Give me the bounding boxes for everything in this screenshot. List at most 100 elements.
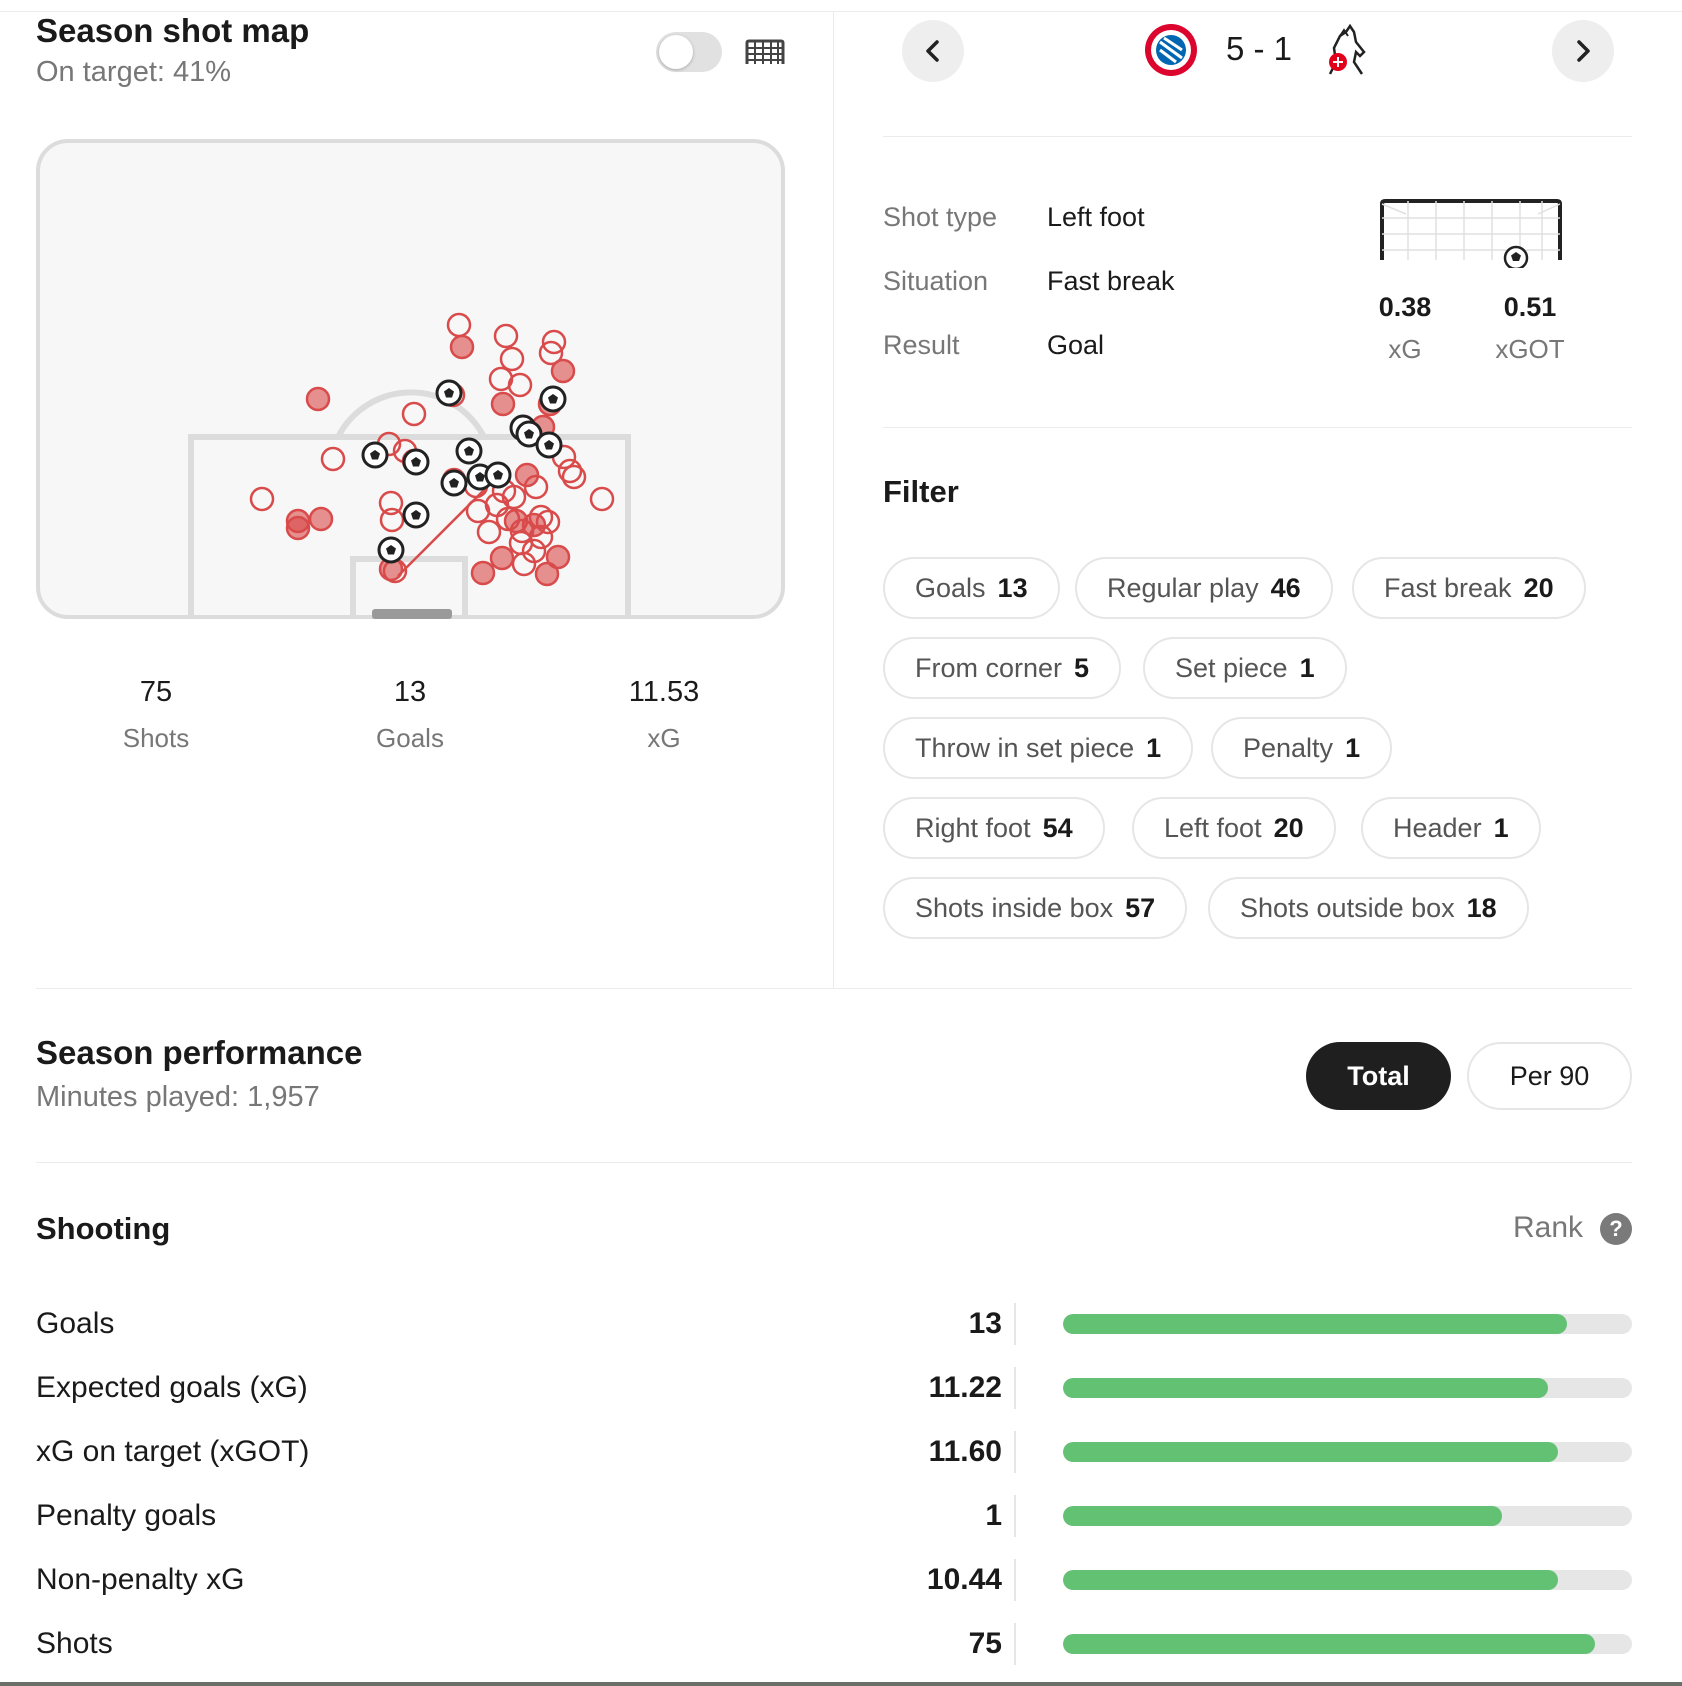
stat-separator: [1014, 1367, 1016, 1409]
shot-marker[interactable]: [501, 484, 527, 510]
filter-chip-left-foot[interactable]: Left foot 20: [1132, 797, 1336, 859]
shot-marker[interactable]: [320, 446, 346, 472]
stat-shots-value: 75: [139, 676, 173, 708]
goal-ball-icon[interactable]: [361, 441, 389, 469]
shooting-stat-row: Expected goals (xG) 11.22: [36, 1365, 1632, 1411]
filter-chip-set-piece[interactable]: Set piece 1: [1143, 637, 1347, 699]
filter-chip-regular-play[interactable]: Regular play 46: [1075, 557, 1333, 619]
shot-marker[interactable]: [285, 515, 311, 541]
goal-ball-icon[interactable]: [455, 437, 483, 465]
shooting-stat-row: Penalty goals 1: [36, 1493, 1632, 1539]
shot-marker[interactable]: [528, 504, 554, 530]
shot-marker[interactable]: [493, 323, 519, 349]
shot-marker[interactable]: [511, 551, 537, 577]
shot-marker[interactable]: [507, 372, 533, 398]
next-shot-button[interactable]: [1552, 20, 1614, 82]
shot-marker[interactable]: [589, 486, 615, 512]
filter-chip-fast-break[interactable]: Fast break 20: [1352, 557, 1586, 619]
shot-marker[interactable]: [561, 464, 587, 490]
rank-bar-fill: [1063, 1634, 1595, 1654]
bottom-edge: [0, 1682, 1682, 1686]
shot-map-toggle[interactable]: [656, 32, 722, 72]
stat-shots-label: Shots: [122, 723, 190, 753]
shot-markers: [249, 312, 615, 587]
shot-marker[interactable]: [514, 462, 540, 488]
filter-chip-from-corner[interactable]: From corner 5: [883, 637, 1122, 699]
chip-label: Throw in set piece: [915, 732, 1135, 763]
goal-net-icon[interactable]: [744, 38, 786, 66]
shot-marker[interactable]: [528, 524, 554, 550]
shot-marker[interactable]: [249, 486, 275, 512]
match-score: 5 - 1: [1226, 30, 1293, 67]
goal-ball-icon[interactable]: [515, 420, 543, 448]
shot-marker[interactable]: [535, 509, 561, 535]
shot-marker[interactable]: [465, 498, 491, 524]
rank-bar-track: [1063, 1634, 1632, 1654]
chip-count: 5: [1074, 652, 1090, 683]
filter-chip-shots-outside-box[interactable]: Shots outside box 18: [1208, 877, 1529, 939]
goal-ball-icon[interactable]: [377, 536, 405, 564]
goal-ball-icon[interactable]: [539, 385, 567, 413]
shot-marker[interactable]: [305, 386, 331, 412]
shot-marker[interactable]: [489, 545, 515, 571]
chevron-right-icon: [1577, 40, 1590, 62]
chip-label: Shots outside box: [1240, 892, 1455, 923]
selected-shot-trajectory: [397, 474, 500, 577]
help-icon[interactable]: ?: [1600, 1213, 1632, 1245]
chip-count: 20: [1273, 812, 1304, 843]
stat-label: Expected goals (xG): [36, 1371, 308, 1404]
shot-marker[interactable]: [379, 507, 405, 533]
stat-value: 13: [968, 1307, 1002, 1340]
shot-marker[interactable]: [401, 401, 427, 427]
rank-bar-fill: [1063, 1442, 1559, 1462]
shot-marker[interactable]: [470, 560, 496, 586]
goal-frame-icon: [1380, 199, 1562, 268]
minutes-played: Minutes played: 1,957: [36, 1081, 320, 1113]
chip-label: From corner: [915, 652, 1063, 683]
rank-bar-fill: [1063, 1314, 1568, 1334]
goal-ball-icon[interactable]: [440, 469, 468, 497]
goal-ball-icon[interactable]: [484, 461, 512, 489]
shot-marker[interactable]: [541, 329, 567, 355]
filter-chip-throw-in-set-piece[interactable]: Throw in set piece 1: [883, 717, 1194, 779]
shot-map-title: Season shot map: [36, 12, 310, 49]
shot-marker[interactable]: [378, 490, 404, 516]
filter-chip-penalty[interactable]: Penalty 1: [1211, 717, 1393, 779]
filter-chip-right-foot[interactable]: Right foot 54: [883, 797, 1105, 859]
filter-chip-shots-inside-box[interactable]: Shots inside box 57: [883, 877, 1188, 939]
shooting-stat-row: Goals 13: [36, 1301, 1632, 1347]
shot-marker[interactable]: [538, 340, 564, 366]
chip-count: 1: [1493, 812, 1509, 843]
xg-label: xG: [1388, 334, 1422, 364]
shot-marker[interactable]: [476, 519, 502, 545]
stat-xg-label: xG: [647, 723, 681, 753]
chip-label: Penalty: [1243, 732, 1334, 763]
shot-map-stats: 75 Shots 13 Goals 11.53 xG: [36, 676, 796, 766]
previous-shot-button[interactable]: [902, 20, 964, 82]
shooting-stat-row: xG on target (xGOT) 11.60: [36, 1429, 1632, 1475]
filter-chip-header[interactable]: Header 1: [1361, 797, 1541, 859]
stat-label: Penalty goals: [36, 1499, 217, 1532]
chip-count: 1: [1345, 732, 1361, 763]
shot-marker[interactable]: [550, 358, 576, 384]
shot-marker[interactable]: [534, 561, 560, 587]
shot-marker[interactable]: [557, 458, 583, 484]
stat-value: 1: [985, 1499, 1002, 1532]
stat-shots: 75 Shots: [56, 676, 256, 754]
goal-ball-icon[interactable]: [535, 431, 563, 459]
shot-marker[interactable]: [308, 506, 334, 532]
performance-divider: [36, 1162, 1632, 1163]
shot-marker[interactable]: [495, 506, 521, 532]
filter-chip-goals[interactable]: Goals 13: [883, 557, 1060, 619]
goal-ball-icon[interactable]: [402, 501, 430, 529]
shot-marker[interactable]: [490, 391, 516, 417]
goal-ball-icon[interactable]: [402, 448, 430, 476]
shot-marker[interactable]: [449, 334, 475, 360]
total-button[interactable]: Total: [1306, 1042, 1451, 1110]
shot-type-label: Shot type: [883, 202, 998, 232]
shot-marker[interactable]: [499, 346, 525, 372]
per-90-button[interactable]: Per 90: [1467, 1042, 1632, 1110]
shot-marker[interactable]: [545, 544, 571, 570]
goal-ball-icon[interactable]: [435, 379, 463, 407]
stat-value: 75: [968, 1627, 1002, 1660]
